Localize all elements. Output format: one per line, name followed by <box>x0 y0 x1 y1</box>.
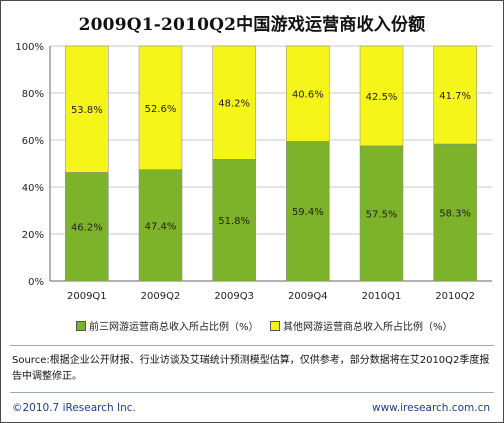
bar-segment-top-three <box>286 141 330 282</box>
x-tick-label: 2009Q1 <box>67 291 107 302</box>
y-tick-label: 0% <box>28 277 44 288</box>
y-tick-label: 20% <box>22 230 44 241</box>
legend-label-top-three: 前三网游运营商总收入所占比例（%） <box>89 322 259 333</box>
y-tick-label: 60% <box>22 136 44 147</box>
divider-bottom <box>10 392 494 393</box>
legend-item-others: 其他网游运营商总收入所占比例（%） <box>270 318 453 333</box>
bar-segment-top-three <box>138 169 183 282</box>
data-label: 46.2% <box>71 223 103 234</box>
data-label: 57.5% <box>366 209 398 220</box>
bar-segment-top-three <box>359 145 404 282</box>
data-label: 47.4% <box>145 221 177 232</box>
y-tick-label: 40% <box>22 183 44 194</box>
bar-segment-top-three <box>65 172 109 282</box>
copyright: ©2010.7 iResearch Inc. <box>12 402 136 414</box>
legend-swatch-green <box>76 320 86 331</box>
legend-item-top-three: 前三网游运营商总收入所占比例（%） <box>76 318 259 333</box>
x-tick-label: 2010Q1 <box>362 291 402 302</box>
bar-segment-others <box>286 45 330 142</box>
x-tick-label: 2010Q2 <box>435 291 475 302</box>
data-label: 52.6% <box>145 104 177 115</box>
legend-label-others: 其他网游运营商总收入所占比例（%） <box>283 322 453 333</box>
data-label: 48.2% <box>218 99 250 110</box>
bar-segment-others <box>359 45 404 147</box>
website-link[interactable]: www.iresearch.com.cn <box>371 402 490 414</box>
y-tick-label: 80% <box>22 89 44 100</box>
legend: 前三网游运营商总收入所占比例（%） 其他网游运营商总收入所占比例（%） <box>0 318 504 338</box>
chart-plot: 0% 20% 40% 60% 80% 100% 46.2% 53.8% 2009Q1 47.4% 5… <box>15 42 492 302</box>
source-note: Source:根据企业公开财报、行业访谈及艾瑞统计预测模型估算，仅供参考，部分数… <box>12 355 490 382</box>
chart-title: 2009Q1-2010Q2中国游戏运营商收入份额 <box>78 15 426 35</box>
data-label: 41.7% <box>439 91 471 102</box>
bar-segment-others <box>65 45 109 173</box>
bar-segment-others <box>433 45 477 145</box>
data-label: 42.5% <box>366 92 398 103</box>
bar-segment-others <box>212 45 256 160</box>
data-label: 58.3% <box>439 208 471 219</box>
x-tick-label: 2009Q3 <box>214 291 254 302</box>
y-tick-label: 100% <box>15 42 44 53</box>
x-tick-label: 2009Q4 <box>288 291 328 302</box>
bar-segment-others <box>138 45 183 170</box>
x-tick-label: 2009Q2 <box>141 291 181 302</box>
data-label: 40.6% <box>292 90 324 101</box>
data-label: 53.8% <box>71 105 103 116</box>
data-label: 51.8% <box>218 216 250 227</box>
legend-swatch-yellow <box>270 320 280 331</box>
data-label: 59.4% <box>292 207 324 218</box>
bar-segment-top-three <box>212 159 256 282</box>
divider-top <box>10 345 494 346</box>
